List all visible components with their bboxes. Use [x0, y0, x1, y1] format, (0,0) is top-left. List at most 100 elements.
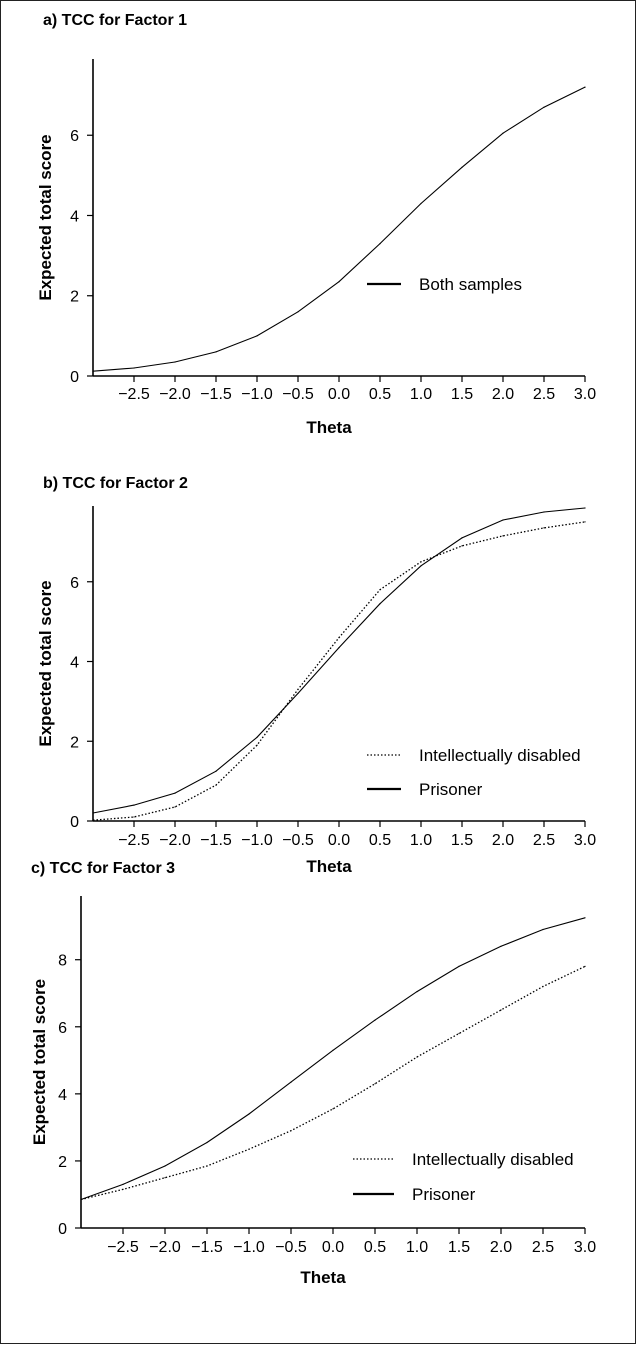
panel-1: a) TCC for Factor 1 −2.5 −2.0 −1.5 −1.0 −0.5 0… [36, 12, 596, 437]
y-axis-label: Expected total score [36, 134, 55, 300]
series-line-1 [92, 86, 586, 372]
data-point [458, 965, 460, 968]
x-tick-label: −0.5 [275, 1239, 307, 1256]
y-tick-label: 6 [70, 128, 79, 145]
x-axis-label: Theta [306, 418, 352, 437]
data-point [338, 647, 340, 649]
series-line-1 [92, 521, 586, 821]
x-tick-label: 2.5 [532, 1239, 554, 1256]
y-tick-label: 0 [70, 814, 79, 831]
x-tick-label: −1.0 [241, 386, 273, 403]
data-point [133, 804, 135, 806]
data-point [500, 1009, 502, 1011]
data-point [374, 1083, 376, 1085]
data-point [215, 770, 217, 772]
panel-title: c) TCC for Factor 3 [31, 860, 175, 877]
data-point [338, 637, 340, 639]
x-tick-label: 3.0 [574, 386, 596, 403]
x-tick-label: 0.5 [369, 832, 391, 849]
data-point [461, 166, 463, 168]
data-point [297, 688, 299, 691]
x-tick-label: 2.5 [533, 832, 555, 849]
data-point [256, 736, 258, 738]
data-point [215, 784, 217, 786]
x-tick-label: 1.5 [451, 386, 473, 403]
data-point [543, 106, 545, 108]
legend-label: Prisoner [419, 780, 483, 799]
data-point [461, 545, 463, 547]
data-point [174, 792, 176, 794]
x-tick-label: 1.0 [410, 386, 432, 403]
x-tick-label: 0.5 [364, 1239, 386, 1256]
x-tick-label: 1.0 [410, 832, 432, 849]
data-point [584, 965, 586, 968]
x-tick-label: 2.5 [533, 386, 555, 403]
data-point [458, 1032, 460, 1035]
legend-label: Prisoner [412, 1185, 476, 1204]
series-line-2 [92, 507, 586, 814]
x-tick-label: −2.0 [159, 832, 191, 849]
x-tick-label: −0.5 [282, 386, 314, 403]
data-point [584, 917, 586, 919]
y-tick-label: 8 [58, 953, 67, 970]
data-point [420, 561, 422, 563]
y-tick-label: 4 [70, 208, 79, 225]
data-point [297, 311, 299, 313]
y-tick-label: 2 [70, 289, 79, 306]
x-tick-label: −2.5 [107, 1239, 139, 1256]
data-point [332, 1049, 334, 1051]
x-tick-label: −1.5 [191, 1239, 223, 1256]
data-point [502, 132, 504, 134]
panel-3: c) TCC for Factor 3 −2.5 −2.0 −1.5 −1.0 −0.5 0… [30, 860, 596, 1287]
y-tick-label: 4 [70, 655, 79, 672]
legend-label: Both samples [419, 275, 522, 294]
data-point [256, 335, 258, 337]
data-point [297, 692, 299, 695]
y-tick-label: 4 [58, 1087, 67, 1104]
y-tick-label: 0 [70, 369, 79, 386]
x-tick-label: −1.0 [241, 832, 273, 849]
x-tick-label: −1.0 [233, 1239, 265, 1256]
data-point [379, 243, 381, 245]
data-point [338, 281, 340, 283]
x-tick-label: −0.5 [282, 832, 314, 849]
x-tick-label: −1.5 [200, 386, 232, 403]
data-point [502, 519, 504, 521]
data-point [542, 928, 544, 931]
data-point [122, 1183, 124, 1185]
data-point [248, 1148, 250, 1150]
data-point [374, 1019, 376, 1021]
data-point [500, 945, 502, 947]
x-tick-label: 1.0 [406, 1239, 428, 1256]
legend-label: Intellectually disabled [419, 746, 581, 765]
data-point [543, 527, 545, 529]
data-point [584, 507, 586, 509]
data-point [420, 565, 422, 567]
data-point [542, 985, 544, 988]
data-point [584, 86, 586, 88]
data-point [379, 589, 381, 591]
data-point [543, 511, 545, 513]
data-point [122, 1188, 124, 1190]
legend-label: Intellectually disabled [412, 1150, 574, 1169]
x-tick-label: 1.5 [451, 832, 473, 849]
data-point [164, 1177, 166, 1179]
x-tick-label: −2.5 [118, 386, 150, 403]
y-tick-label: 2 [58, 1154, 67, 1171]
data-point [80, 1198, 82, 1201]
x-tick-label: −2.0 [159, 386, 191, 403]
y-axis-label: Expected total score [30, 979, 49, 1145]
y-tick-label: 0 [58, 1221, 67, 1238]
data-point [133, 816, 135, 818]
x-axis-label: Theta [300, 1268, 346, 1287]
x-tick-label: −1.5 [200, 832, 232, 849]
x-tick-label: 2.0 [492, 386, 514, 403]
data-point [248, 1113, 250, 1115]
data-point [174, 806, 176, 808]
data-point [206, 1165, 208, 1167]
data-point [290, 1081, 292, 1083]
x-tick-label: 2.0 [492, 832, 514, 849]
y-tick-label: 6 [58, 1020, 67, 1037]
data-point [92, 370, 94, 372]
